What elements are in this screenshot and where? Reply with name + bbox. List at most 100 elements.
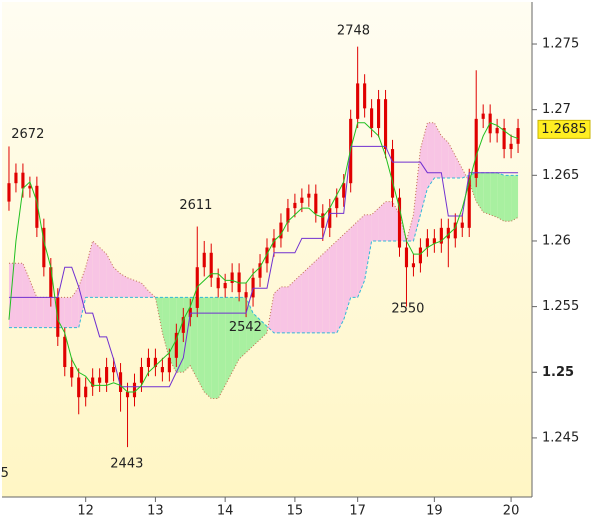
cloud-segment bbox=[218, 297, 226, 399]
y-tick-label: 1.275 bbox=[542, 37, 579, 52]
candle-body bbox=[167, 357, 171, 373]
candle-body bbox=[77, 377, 81, 398]
candle-body bbox=[425, 238, 429, 248]
candle-body bbox=[509, 143, 513, 150]
candle-body bbox=[244, 292, 248, 298]
cloud-segment bbox=[364, 214, 372, 281]
cloud-segment bbox=[246, 297, 254, 353]
cloud-segment bbox=[169, 297, 177, 373]
cloud-segment bbox=[29, 280, 37, 328]
candle-body bbox=[118, 372, 123, 392]
cloud-segment bbox=[350, 221, 358, 298]
y-tick-label: 1.255 bbox=[542, 299, 579, 314]
candle-body bbox=[265, 247, 269, 264]
candle-body bbox=[495, 128, 499, 134]
candle-body bbox=[516, 128, 520, 144]
cloud-segment bbox=[99, 247, 107, 298]
cloud-segment bbox=[490, 172, 498, 218]
candle-body bbox=[237, 272, 241, 293]
candle-body bbox=[146, 357, 151, 368]
candle-body bbox=[160, 367, 164, 373]
x-tick-label: 15 bbox=[287, 504, 304, 519]
cloud-segment bbox=[280, 286, 288, 333]
candle-body bbox=[383, 99, 388, 150]
candle-body bbox=[390, 149, 395, 198]
cloud-segment bbox=[357, 214, 365, 298]
candle-body bbox=[293, 202, 297, 209]
x-tick-label: 12 bbox=[77, 504, 94, 519]
cloud-segment bbox=[427, 122, 435, 189]
candle-body bbox=[258, 263, 262, 278]
candle-body bbox=[439, 227, 443, 244]
cloud-segment bbox=[204, 297, 212, 399]
candle-body bbox=[404, 247, 409, 268]
candle-body bbox=[174, 332, 178, 358]
candle-body bbox=[397, 197, 402, 248]
candle-body bbox=[279, 222, 283, 239]
cloud-segment bbox=[399, 214, 407, 241]
candle-body bbox=[35, 185, 39, 228]
annotation: 2542 bbox=[229, 320, 262, 335]
candle-body bbox=[14, 172, 18, 184]
cloud-segment bbox=[329, 240, 337, 333]
cloud-segment bbox=[78, 267, 86, 328]
candle-body bbox=[188, 307, 192, 318]
candle-body bbox=[28, 185, 32, 189]
annotation: 2672 bbox=[11, 127, 44, 142]
candle-body bbox=[321, 213, 325, 228]
candle-body bbox=[467, 177, 471, 228]
candle-body bbox=[91, 377, 95, 387]
candle-body bbox=[63, 336, 67, 368]
cloud-segment bbox=[8, 263, 16, 328]
cloud-segment bbox=[483, 172, 491, 215]
cloud-segment bbox=[155, 297, 163, 333]
cloud-segment bbox=[22, 263, 30, 328]
plot-area bbox=[7, 46, 520, 448]
cloud-segment bbox=[113, 267, 121, 298]
candle-body bbox=[300, 197, 304, 203]
cloud-segment bbox=[92, 240, 100, 298]
cloud-segment bbox=[336, 234, 344, 333]
candle-body bbox=[70, 367, 74, 378]
cloud-segment bbox=[127, 277, 135, 298]
cloud-segment bbox=[315, 254, 323, 333]
cloud-segment bbox=[441, 135, 449, 178]
candle-body bbox=[453, 222, 457, 239]
candle-body bbox=[418, 247, 422, 264]
cloud-segment bbox=[469, 172, 477, 202]
candle-body bbox=[474, 118, 478, 178]
cloud-segment bbox=[57, 297, 65, 328]
candle-body bbox=[216, 277, 220, 289]
cloud-segment bbox=[162, 297, 170, 360]
cloud-segment bbox=[211, 297, 219, 399]
candle-body bbox=[272, 238, 276, 248]
cloud-segment bbox=[308, 260, 316, 333]
cloud-segment bbox=[43, 297, 51, 328]
annotation: 2748 bbox=[337, 23, 370, 38]
candle-body bbox=[230, 272, 234, 283]
x-tick-label: 19 bbox=[426, 504, 443, 519]
cloud-segment bbox=[434, 122, 442, 178]
y-tick-label: 1.25 bbox=[542, 365, 574, 380]
cloud-segment bbox=[232, 297, 240, 373]
cloud-segment bbox=[120, 273, 128, 298]
annotation: 2611 bbox=[179, 198, 212, 213]
cloud-segment bbox=[301, 267, 309, 333]
cloud-segment bbox=[455, 155, 463, 178]
cloud-segment bbox=[134, 280, 142, 298]
candle-body bbox=[202, 252, 206, 268]
cloud-segment bbox=[141, 282, 149, 298]
cloud-segment bbox=[476, 172, 484, 213]
cloud-segment bbox=[260, 319, 267, 340]
cloud-segment bbox=[85, 240, 93, 298]
candle-body bbox=[21, 172, 25, 189]
y-tick-label: 1.245 bbox=[542, 430, 579, 445]
candle-body bbox=[307, 193, 311, 198]
candle-body bbox=[502, 128, 506, 150]
candle-body bbox=[432, 238, 436, 244]
cloud-segment bbox=[197, 297, 205, 392]
candle-body bbox=[363, 83, 367, 109]
cloud-segment bbox=[385, 201, 393, 241]
candle-body bbox=[411, 263, 416, 268]
